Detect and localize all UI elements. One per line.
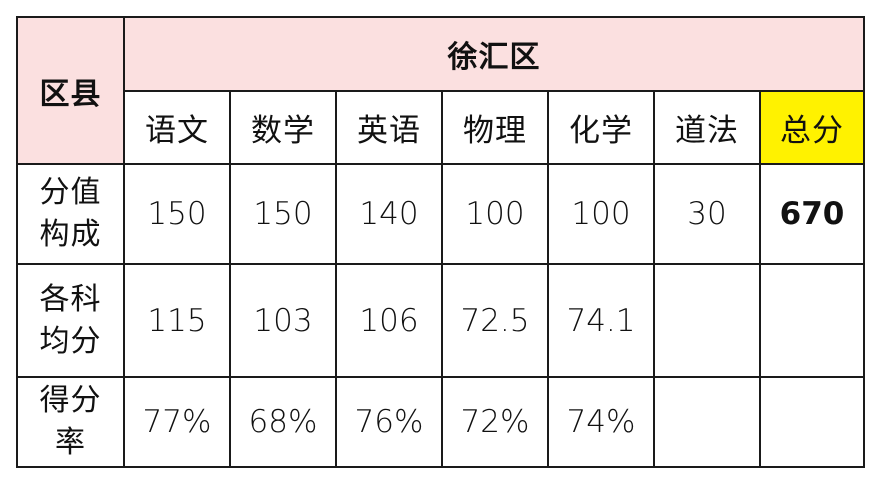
- table-row: 得分 率 77% 68% 76% 72% 74%: [16, 376, 865, 468]
- row-label-average: 各科 均分: [16, 263, 125, 378]
- row-label-line: 分值: [39, 175, 102, 210]
- table-cell: 68%: [229, 376, 337, 468]
- subject-header-morality-law: 道法: [653, 90, 761, 165]
- table-cell: 72.5: [441, 263, 549, 378]
- row-label-max-score: 分值 构成: [16, 163, 125, 265]
- district-name-header: 徐汇区: [123, 16, 865, 92]
- table-cell: 115: [123, 263, 231, 378]
- table-cell: 76%: [335, 376, 443, 468]
- row-label-line: 得分: [39, 383, 102, 418]
- table-cell: 150: [229, 163, 337, 265]
- table-cell: 74%: [547, 376, 655, 468]
- table-row: 分值 构成 150 150 140 100 100 30 670: [16, 163, 865, 265]
- subject-header-english: 英语: [335, 90, 443, 165]
- subject-header-chinese: 语文: [123, 90, 231, 165]
- row-label-line: 率: [55, 425, 86, 460]
- table-cell: 77%: [123, 376, 231, 468]
- subject-header-chemistry: 化学: [547, 90, 655, 165]
- table-cell: [759, 376, 865, 468]
- table-cell: 150: [123, 163, 231, 265]
- table-cell: [759, 263, 865, 378]
- table-cell: 140: [335, 163, 443, 265]
- district-header-row: 区县 徐汇区: [16, 16, 865, 165]
- table-cell: [653, 263, 761, 378]
- table-cell: 74.1: [547, 263, 655, 378]
- table-cell: 100: [547, 163, 655, 265]
- subject-header-total: 总分: [759, 90, 865, 165]
- table-cell: 106: [335, 263, 443, 378]
- subject-header-physics: 物理: [441, 90, 549, 165]
- table-cell: [653, 376, 761, 468]
- row-label-score-rate: 得分 率: [16, 376, 125, 468]
- score-table: 区县 徐汇区 语文 数学 英语 物理 化学 道法 总分 分值 构成 150 15…: [16, 16, 865, 468]
- district-column-header: 区县: [16, 16, 125, 165]
- table-cell: 103: [229, 263, 337, 378]
- table-cell: 100: [441, 163, 549, 265]
- subject-header-row: 语文 数学 英语 物理 化学 道法 总分: [17, 90, 865, 165]
- table-cell-total: 670: [759, 163, 865, 265]
- row-label-line: 均分: [39, 323, 102, 359]
- row-label-line: 各科: [39, 281, 102, 317]
- table-cell: 72%: [441, 376, 549, 468]
- subject-header-math: 数学: [229, 90, 337, 165]
- table-row: 各科 均分 115 103 106 72.5 74.1: [16, 263, 865, 378]
- row-label-line: 构成: [39, 217, 102, 252]
- table-cell: 30: [653, 163, 761, 265]
